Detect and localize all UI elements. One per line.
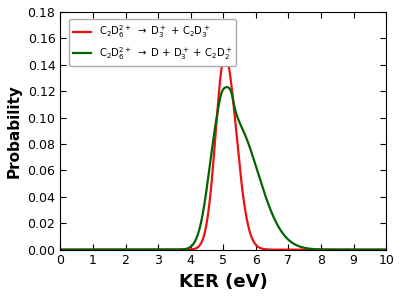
Legend: $\mathregular{C_2D_6^{2+}}$ $\rightarrow$ $\mathregular{D_3^+}$ + $\mathregular{: $\mathregular{C_2D_6^{2+}}$ $\rightarrow… <box>69 19 236 66</box>
Y-axis label: Probability: Probability <box>7 84 22 178</box>
X-axis label: KER (eV): KER (eV) <box>179 273 267 291</box>
